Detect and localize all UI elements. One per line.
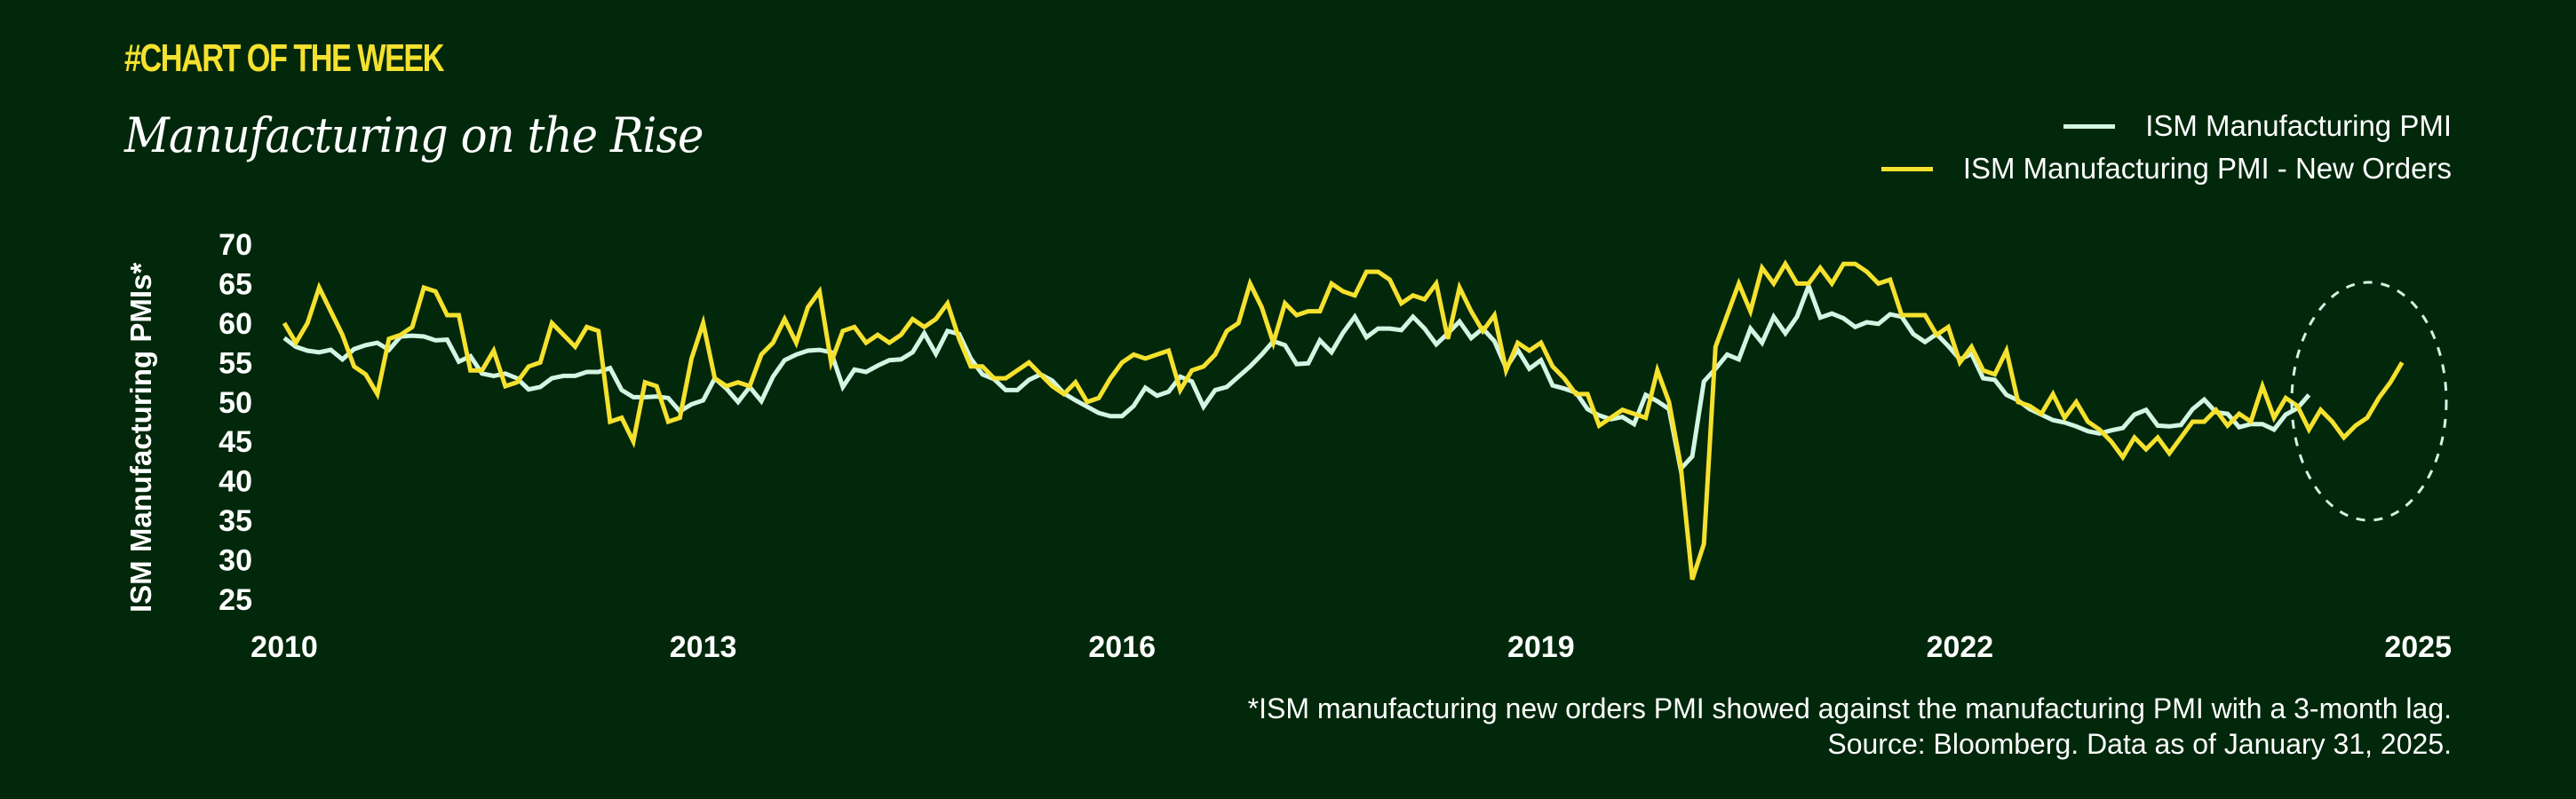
y-tick-label: 25 — [219, 583, 252, 617]
y-tick-label: 50 — [219, 386, 252, 420]
legend-swatch-pmi — [2063, 123, 2116, 129]
y-tick-label: 70 — [219, 228, 252, 262]
y-tick-label: 40 — [219, 465, 252, 499]
legend: ISM Manufacturing PMI ISM Manufacturing … — [1880, 105, 2452, 190]
y-tick-label: 30 — [219, 544, 252, 578]
y-tick-label: 65 — [219, 267, 252, 301]
y-tick-label: 35 — [219, 504, 252, 538]
legend-label-new-orders: ISM Manufacturing PMI - New Orders — [1962, 152, 2452, 185]
series-lines — [282, 259, 2405, 581]
footnote: *ISM manufacturing new orders PMI showed… — [1248, 691, 2452, 762]
x-tick-label: 2016 — [1088, 630, 1156, 664]
y-tick-label: 60 — [219, 307, 252, 341]
x-tick-label: 2019 — [1507, 630, 1575, 664]
series-line-new-orders — [282, 259, 2405, 581]
x-tick-label: 2022 — [1927, 630, 1994, 664]
legend-item-new-orders: ISM Manufacturing PMI - New Orders — [1880, 147, 2452, 190]
kicker-label: #CHART OF THE WEEK — [124, 36, 445, 80]
x-axis-ticks: 2010 2013 2016 2019 2022 2025 — [250, 630, 2452, 664]
x-tick-label: 2013 — [670, 630, 737, 664]
legend-swatch-new-orders — [1880, 166, 1933, 171]
series-line-pmi — [282, 279, 2311, 474]
chart-title: Manufacturing on the Rise — [124, 107, 704, 163]
y-tick-label: 55 — [219, 346, 252, 380]
x-tick-label: 2025 — [2384, 630, 2452, 664]
footnote-source: Source: Bloomberg. Data as of January 31… — [1827, 728, 2452, 760]
highlight-ellipse — [2290, 281, 2448, 522]
footnote-lag-note: *ISM manufacturing new orders PMI showed… — [1247, 692, 2452, 724]
legend-item-pmi: ISM Manufacturing PMI — [1881, 105, 2452, 147]
x-tick-label: 2010 — [250, 630, 318, 664]
y-tick-label: 45 — [219, 425, 252, 459]
y-axis-ticks: 70 65 60 55 50 45 40 35 30 25 — [219, 228, 252, 617]
legend-label-pmi: ISM Manufacturing PMI — [2145, 109, 2452, 142]
